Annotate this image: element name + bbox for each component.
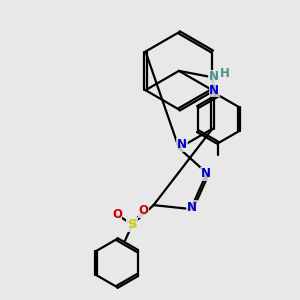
Text: N: N (209, 70, 219, 83)
Text: N: N (209, 84, 219, 97)
Text: N: N (201, 167, 211, 180)
Text: S: S (128, 218, 137, 231)
Text: H: H (220, 68, 230, 80)
Text: N: N (177, 139, 187, 152)
Text: O: O (112, 208, 122, 221)
Text: N: N (187, 201, 197, 214)
Text: O: O (138, 204, 148, 218)
